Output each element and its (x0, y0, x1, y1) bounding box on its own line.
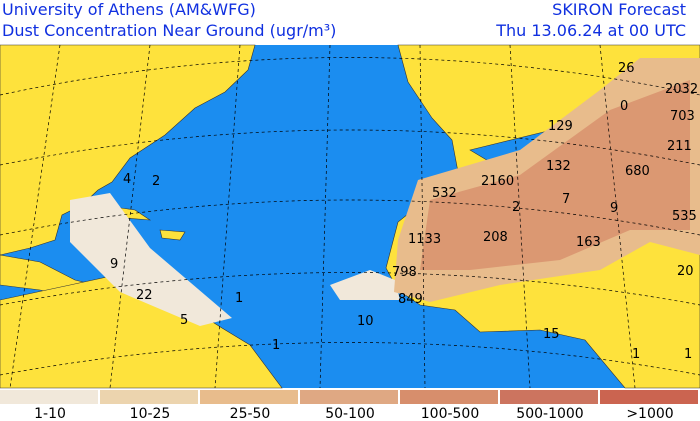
legend-swatch (0, 390, 98, 404)
legend-label: 1-10 (34, 406, 66, 421)
map-value-label: 5 (180, 313, 188, 328)
legend-label: 50-100 (325, 406, 375, 421)
legend-swatch (200, 390, 298, 404)
map-value-label: 10 (357, 314, 374, 329)
map-value-label: 1 (272, 338, 280, 353)
map-value-label: 9 (110, 257, 118, 272)
forecast-time: Thu 13.06.24 at 00 UTC (496, 21, 686, 40)
map-value-label: 20 (677, 264, 694, 279)
map-value-label: 211 (667, 139, 692, 154)
graticule (0, 44, 700, 389)
legend-label: 10-25 (130, 406, 171, 421)
map-value-label: 1 (235, 291, 243, 306)
map-value-label: 798 (392, 265, 417, 280)
map-value-label: 849 (398, 292, 423, 307)
map-value-label: 163 (576, 235, 601, 250)
map-value-label: 129 (548, 119, 573, 134)
title: University of Athens (AM&WFG) (2, 0, 256, 19)
map-value-label: 680 (625, 164, 650, 179)
map-value-label: 0 (620, 99, 628, 114)
map-value-label: 1133 (408, 232, 441, 247)
legend-swatch (100, 390, 198, 404)
map-value-label: 26 (618, 61, 635, 76)
map-value-label: 22 (136, 288, 153, 303)
map-value-label: 4 (123, 172, 131, 187)
map-value-label: 2 (512, 200, 520, 215)
legend-swatch (600, 390, 698, 404)
legend-label: 25-50 (230, 406, 271, 421)
legend-label: 500-1000 (516, 406, 583, 421)
map-value-label: 1 (632, 347, 640, 362)
map-value-label: 2 (152, 174, 160, 189)
legend-swatch (400, 390, 498, 404)
product: SKIRON Forecast (552, 0, 686, 19)
map-value-label: 2032 (665, 82, 698, 97)
legend-label: 100-500 (421, 406, 480, 421)
subtitle: Dust Concentration Near Ground (ugr/m³) (2, 21, 337, 40)
legend-swatch (300, 390, 398, 404)
map-value-label: 703 (670, 109, 695, 124)
map-value-label: 535 (672, 209, 697, 224)
map-value-label: 208 (483, 230, 508, 245)
map-value-label: 9 (610, 201, 618, 216)
map-value-label: 1 (684, 347, 692, 362)
map-value-label: 15 (543, 327, 560, 342)
map-value-label: 2160 (481, 174, 514, 189)
dust-field (70, 58, 700, 326)
legend-label: >1000 (626, 406, 673, 421)
map-value-label: 7 (562, 192, 570, 207)
map-value-label: 132 (546, 159, 571, 174)
legend-swatch (500, 390, 598, 404)
map-value-label: 532 (432, 186, 457, 201)
